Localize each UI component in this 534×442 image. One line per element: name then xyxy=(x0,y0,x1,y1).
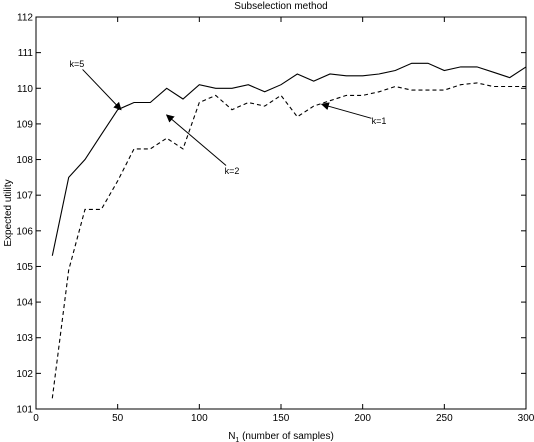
y-tick-label: 108 xyxy=(16,155,33,166)
axis-ticks: 0 50 100 150 200 250 300 101 102 103 104 105 106 107 1… xyxy=(16,13,534,425)
x-tick-label: 300 xyxy=(518,413,534,424)
y-tick-label: 102 xyxy=(16,369,33,380)
x-tick-label: 150 xyxy=(273,413,290,424)
annotation-label: k=1 xyxy=(372,116,387,126)
x-tick-label: 50 xyxy=(112,413,124,424)
y-tick-label: 109 xyxy=(16,119,33,130)
annotation-arrow xyxy=(165,114,227,166)
x-tick-label: 200 xyxy=(354,413,371,424)
series-line-2 xyxy=(51,82,526,399)
y-tick-label: 112 xyxy=(17,13,33,24)
annotations-group: k=5 k=2 k=1 xyxy=(69,59,386,176)
y-tick-label: 106 xyxy=(16,226,33,237)
y-tick-label: 101 xyxy=(16,405,33,416)
series-group xyxy=(51,62,527,399)
annotation-label: k=5 xyxy=(69,59,84,69)
y-tick-label: 110 xyxy=(17,84,33,95)
x-tick-label: 100 xyxy=(191,413,208,424)
y-tick-label: 103 xyxy=(16,333,33,344)
x-tick-label: 250 xyxy=(436,413,453,424)
plot-area xyxy=(35,16,527,410)
y-tick-label: 107 xyxy=(16,191,33,202)
annotation-label: k=2 xyxy=(225,166,240,176)
series-line-1 xyxy=(51,62,527,256)
chart-title: Subselection method xyxy=(234,1,327,12)
x-axis-label: N1 (number of samples) xyxy=(228,431,334,442)
y-axis-label: Expected utility xyxy=(3,179,14,246)
y-tick-label: 111 xyxy=(18,48,34,59)
y-tick-label: 104 xyxy=(16,298,33,309)
annotation-arrow xyxy=(320,102,372,119)
annotation-arrow xyxy=(82,69,122,111)
x-tick-label: 0 xyxy=(33,413,39,424)
y-tick-label: 105 xyxy=(16,262,33,273)
